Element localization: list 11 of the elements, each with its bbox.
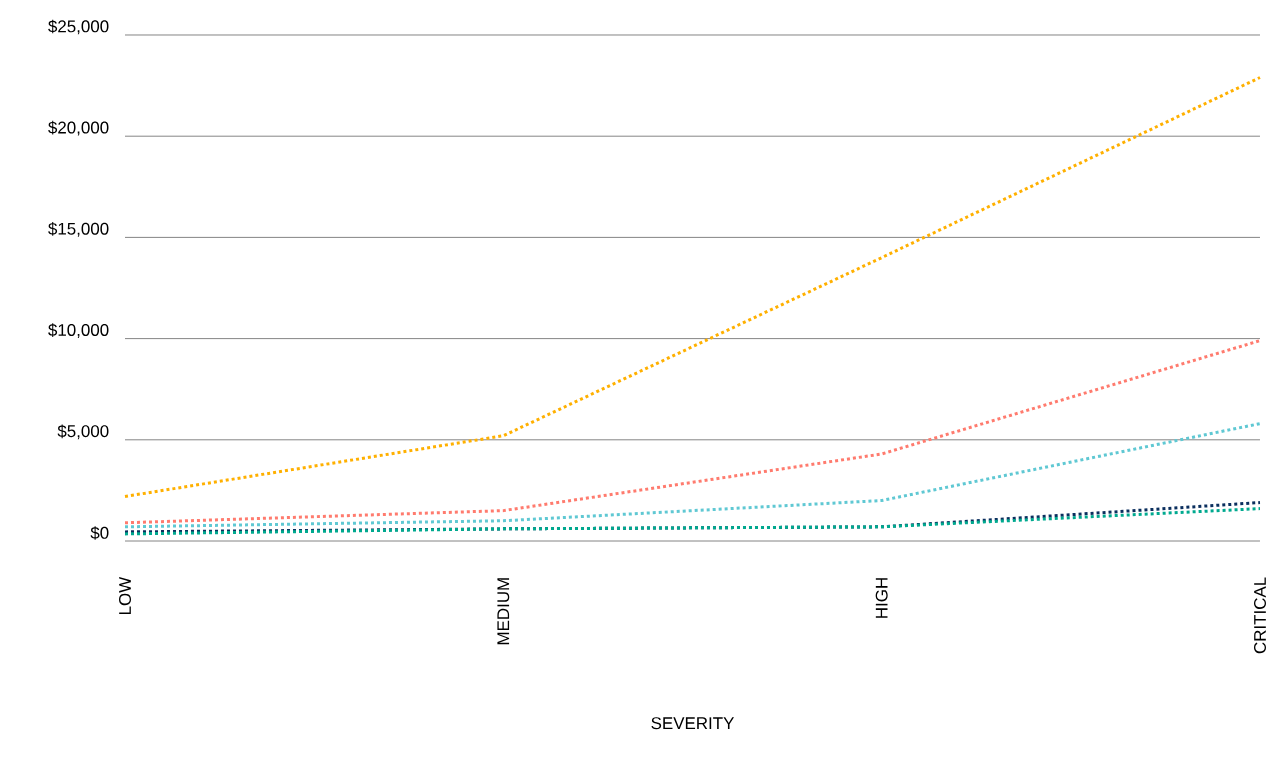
x-tick-label: CRITICAL [1254,577,1266,654]
y-tick-label: $15,000 [48,222,109,237]
y-tick-label: $10,000 [48,323,109,338]
x-axis-title: SEVERITY [651,717,735,730]
x-tick-label: MEDIUM [497,578,510,645]
x-tick-label: HIGH [875,578,888,618]
y-tick-label: $5,000 [57,424,109,440]
y-tick-label: $0 [90,526,109,540]
y-tick-label: $25,000 [48,19,109,35]
y-tick-label: $20,000 [48,120,109,136]
x-tick-label: LOW [119,576,131,615]
